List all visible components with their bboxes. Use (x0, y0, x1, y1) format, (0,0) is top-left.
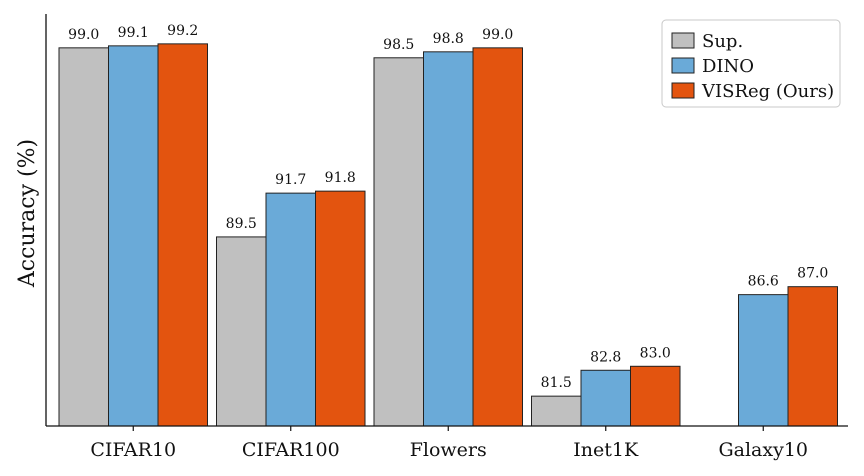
data-label: 98.8 (433, 31, 464, 47)
y-axis-label: Accuracy (%) (15, 139, 40, 288)
data-label: 83.0 (640, 345, 671, 361)
x-tick-label: Inet1K (573, 439, 639, 461)
data-label: 99.0 (482, 27, 513, 43)
data-label: 99.2 (167, 23, 198, 39)
data-label: 91.8 (325, 170, 356, 186)
bar-visreg-ours-flowers (472, 47, 523, 427)
x-tick-label: Flowers (410, 439, 487, 461)
bar-visreg-ours-cifar10 (157, 43, 208, 427)
bar-dino-cifar10 (108, 45, 159, 427)
bars-group (58, 43, 838, 427)
bar-sup-inet1k (531, 395, 582, 427)
bar-visreg-ours-inet1k (630, 365, 681, 427)
data-label: 86.6 (748, 274, 779, 290)
legend-label: DINO (702, 56, 754, 77)
bar-dino-cifar100 (265, 192, 316, 427)
data-label: 89.5 (226, 216, 257, 232)
data-label: 99.1 (118, 25, 149, 41)
data-label: 82.8 (590, 349, 621, 365)
legend-label: Sup. (702, 31, 743, 52)
legend-swatch (671, 57, 695, 74)
legend-label: VISReg (Ours) (701, 81, 834, 102)
bar-visreg-ours-cifar100 (315, 190, 366, 427)
x-tick-label: CIFAR100 (242, 439, 340, 461)
x-tick-labels-group: CIFAR10 CIFAR100 Flowers Inet1K Galaxy10 (90, 426, 808, 461)
x-tick-label: Galaxy10 (718, 439, 808, 461)
data-label: 81.5 (541, 375, 572, 391)
bar-dino-inet1k (580, 369, 631, 427)
data-labels-group: 99.0 99.1 99.2 89.5 91.7 91.8 98.5 98.8 99.0 81.5… (68, 23, 828, 391)
bar-sup-cifar10 (58, 47, 109, 427)
data-label: 87.0 (797, 266, 828, 282)
bar-visreg-ours-galaxy10 (787, 286, 838, 427)
legend-swatch (671, 82, 695, 99)
x-tick-label: CIFAR10 (90, 439, 176, 461)
legend-swatch (671, 32, 695, 49)
bar-dino-galaxy10 (738, 294, 789, 427)
data-label: 98.5 (383, 37, 414, 53)
bar-sup-cifar100 (216, 236, 267, 427)
data-label: 91.7 (275, 172, 306, 188)
legend-frame (661, 19, 841, 108)
bar-sup-flowers (373, 57, 424, 427)
legend: Sup. DINO VISReg (Ours) (661, 19, 841, 108)
bar-dino-flowers (423, 51, 474, 427)
axes-group (45, 14, 848, 427)
data-label: 99.0 (68, 27, 99, 43)
